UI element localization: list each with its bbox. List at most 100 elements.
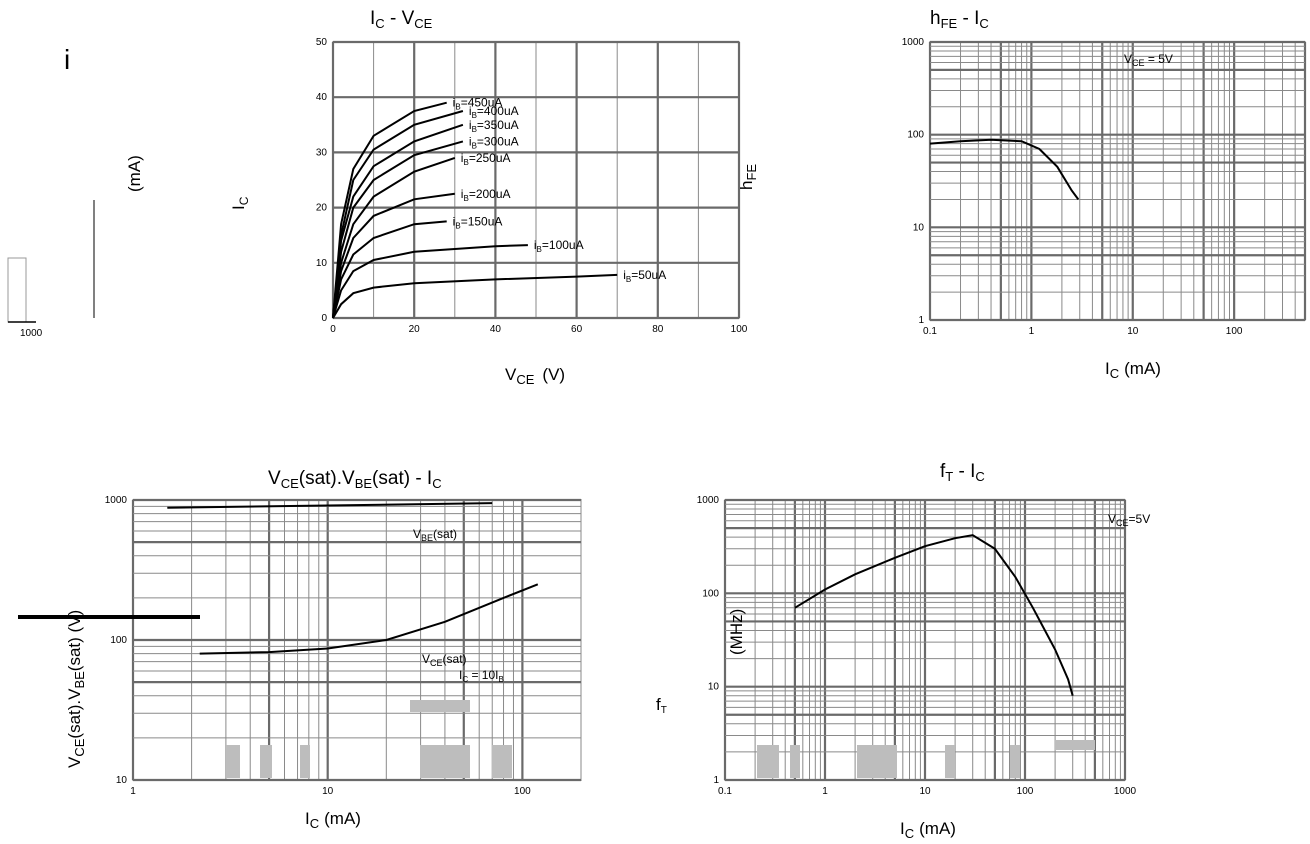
y-tick-label: 1 <box>918 315 924 326</box>
x-tick-label: 1 <box>822 786 828 797</box>
stray-1000-label: 1000 <box>20 328 43 339</box>
ft-ic-curves <box>794 534 1074 696</box>
x-tick-label: 20 <box>409 324 421 335</box>
scan-artifacts: i 1000 <box>7 44 200 619</box>
y-tick-label: 1000 <box>105 495 128 506</box>
ic-vce-chart: IC - VCE 0 20 40 60 80 100 0 10 20 30 40 50 iB=450u… <box>125 8 748 387</box>
x-tick-label: 1 <box>1029 326 1035 337</box>
series-line-0 <box>794 534 1074 696</box>
series-line-2 <box>332 123 464 319</box>
series-line-8 <box>332 273 618 319</box>
stray-grid-box <box>7 257 27 323</box>
scan-artifact <box>410 700 470 712</box>
y-tick-label: 50 <box>316 37 328 48</box>
series-label: iB=100uA <box>534 238 584 254</box>
x-tick-label: 80 <box>652 324 664 335</box>
ft-ic-xlabel: IC (mA) <box>900 819 956 841</box>
ic-vce-curves <box>332 101 618 319</box>
y-tick-label: 10 <box>316 258 328 269</box>
y-tick-label: 40 <box>316 92 328 103</box>
scan-artifact <box>492 745 512 778</box>
hfe-ic-xlabel: IC (mA) <box>1105 359 1161 381</box>
ic-vce-series-labels: iB=450uAiB=400uAiB=350uAiB=300uAiB=250uA… <box>453 96 667 284</box>
ic-vce-xlabel: VCE (V) <box>505 365 565 387</box>
y-tick-label: 10 <box>116 775 128 786</box>
x-tick-label: 100 <box>1226 326 1243 337</box>
series-label: iB=300uA <box>469 134 519 150</box>
y-tick-label: 10 <box>708 682 720 693</box>
ic-vce-title: IC - VCE <box>370 8 433 31</box>
vsat-ic-ylabel: VCE(sat).VBE(sat) (V) <box>65 610 87 768</box>
series-line-4 <box>332 156 456 319</box>
series-line-0 <box>167 502 493 509</box>
series-label: iB=400uA <box>469 104 519 120</box>
y-tick-label: 1 <box>713 775 719 786</box>
stray-i-glyph: i <box>64 44 70 75</box>
series-label: iB=250uA <box>461 151 511 167</box>
x-tick-label: 10 <box>1127 326 1139 337</box>
x-tick-label: 100 <box>1017 786 1034 797</box>
scan-artifact <box>300 745 310 778</box>
hfe-ic-annotation: VCE = 5V <box>1124 52 1173 68</box>
y-tick-label: 1000 <box>697 495 720 506</box>
x-tick-label: 0.1 <box>923 326 937 337</box>
series-label: iB=200uA <box>461 187 511 203</box>
series-label: iB=350uA <box>469 118 519 134</box>
ft-ic-ylabel-main: fT <box>656 695 667 716</box>
hfe-ic-curves <box>929 138 1080 200</box>
x-tick-label: 0.1 <box>718 786 732 797</box>
y-tick-label: 10 <box>913 222 925 233</box>
series-line-6 <box>332 220 447 319</box>
ic-vce-ylabel-main: IC <box>229 196 251 210</box>
y-tick-label: 30 <box>316 147 328 158</box>
vbe-sat-series-label: VBE(sat) <box>413 527 457 543</box>
series-line-5 <box>332 192 455 319</box>
ft-ic-annotation: VCE=5V <box>1108 512 1150 528</box>
series-label: iB=150uA <box>453 214 503 230</box>
x-tick-label: 1 <box>130 786 136 797</box>
vsat-ic-title: VCE(sat).VBE(sat) - IC <box>268 468 442 491</box>
series-line-7 <box>332 244 528 319</box>
scan-artifact <box>1055 740 1095 750</box>
scan-artifact <box>857 745 897 778</box>
ft-ic-grid <box>723 498 1127 782</box>
x-tick-label: 100 <box>514 786 531 797</box>
x-tick-label: 10 <box>919 786 931 797</box>
vsat-ic-annotation: IC = 10IB <box>459 668 504 684</box>
scan-artifact <box>226 745 240 778</box>
scan-artifact <box>757 745 779 778</box>
y-tick-label: 100 <box>907 130 924 141</box>
y-tick-label: 100 <box>110 635 127 646</box>
vsat-ic-curves <box>167 502 539 655</box>
series-label: iB=450uA <box>453 96 503 112</box>
series-line-0 <box>929 138 1080 200</box>
scan-artifact <box>260 745 272 778</box>
scan-artifact <box>790 745 800 778</box>
scan-artifact <box>1010 745 1020 778</box>
x-tick-label: 1000 <box>1114 786 1137 797</box>
ft-ic-title: fT - IC <box>940 461 985 484</box>
ic-vce-grid <box>331 40 741 320</box>
y-tick-label: 1000 <box>902 37 925 48</box>
x-tick-label: 0 <box>330 324 336 335</box>
vsat-ic-xlabel: IC (mA) <box>305 809 361 831</box>
x-tick-label: 40 <box>490 324 502 335</box>
series-label: iB=50uA <box>623 268 666 284</box>
ic-vce-ticks: 0 20 40 60 80 100 0 10 20 30 40 50 <box>316 37 748 335</box>
series-line-3 <box>332 140 464 319</box>
vsat-ic-grid <box>131 498 582 782</box>
scan-artifact <box>420 745 470 778</box>
hfe-ic-title: hFE - IC <box>930 8 989 31</box>
series-line-1 <box>199 583 539 655</box>
scan-artifact <box>945 745 955 778</box>
y-tick-label: 0 <box>321 313 327 324</box>
x-tick-label: 10 <box>322 786 334 797</box>
ft-ic-ylabel-unit: (MHz) <box>727 609 746 655</box>
